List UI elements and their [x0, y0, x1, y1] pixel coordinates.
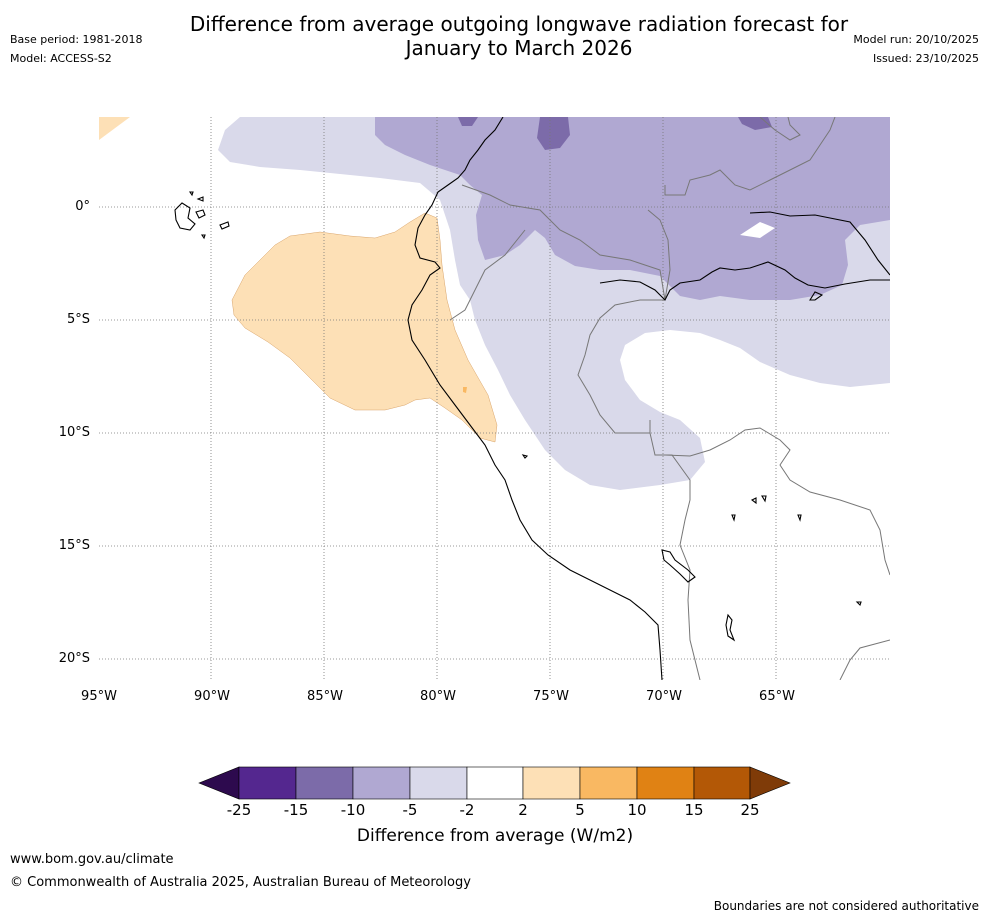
map-title: Difference from average outgoing longwav… — [150, 12, 888, 60]
title-line-2: January to March 2026 — [405, 36, 633, 60]
colorbar-label: -15 — [283, 801, 309, 819]
anomaly-patch-dark-purple — [458, 117, 478, 126]
colorbar — [198, 766, 791, 800]
anomaly-region-light-orange — [99, 117, 130, 140]
title-line-1: Difference from average outgoing longwav… — [189, 12, 849, 36]
anomaly-hole — [740, 222, 775, 238]
colorbar-segment — [238, 766, 297, 800]
coastline — [174, 117, 890, 680]
colorbar-segment — [522, 766, 581, 800]
lon-tick-label: 90°W — [194, 689, 230, 704]
colorbar-label: 5 — [575, 801, 585, 819]
lon-tick-label: 75°W — [533, 689, 569, 704]
colorbar-label: -5 — [402, 801, 418, 819]
colorbar-label: -10 — [340, 801, 366, 819]
lat-tick-label: 0° — [75, 199, 90, 214]
colorbar-label: 2 — [518, 801, 528, 819]
anomaly-patch-dark-purple — [537, 117, 570, 150]
colorbar-segment — [636, 766, 695, 800]
anomaly-region-medium-purple — [375, 117, 890, 300]
colorbar-segment — [409, 766, 468, 800]
lon-tick-label: 80°W — [420, 689, 456, 704]
lon-tick-label: 85°W — [307, 689, 343, 704]
country-borders — [449, 117, 890, 680]
colorbar-label: -25 — [226, 801, 252, 819]
footer-copyright: © Commonwealth of Australia 2025, Austra… — [10, 875, 471, 890]
colorbar-extend-low — [198, 766, 240, 800]
anomaly-spot-orange — [463, 387, 467, 393]
lon-tick-label: 70°W — [646, 689, 682, 704]
model-run-date: Model run: 20/10/2025 — [853, 33, 979, 46]
colorbar-segment — [466, 766, 524, 800]
colorbar-title: Difference from average (W/m2) — [356, 826, 634, 846]
colorbar-extend-high — [749, 766, 791, 800]
lat-tick-label: 20°S — [58, 651, 90, 666]
colorbar-label: 25 — [740, 801, 760, 819]
lat-tick-label: 5°S — [66, 312, 90, 327]
anomaly-region-light-orange — [231, 212, 498, 443]
lon-tick-label: 95°W — [81, 689, 117, 704]
colorbar-label: 10 — [627, 801, 647, 819]
colorbar-segment — [693, 766, 751, 800]
colorbar-label: -2 — [459, 801, 475, 819]
colorbar-segment — [352, 766, 411, 800]
lon-tick-label: 65°W — [759, 689, 795, 704]
colorbar-segment — [295, 766, 354, 800]
base-period: Base period: 1981-2018 — [10, 33, 143, 46]
lat-tick-label: 10°S — [58, 425, 90, 440]
gridlines — [99, 117, 890, 680]
issued-date: Issued: 23/10/2025 — [872, 52, 979, 65]
colorbar-label: 15 — [684, 801, 704, 819]
colorbar-segment — [579, 766, 638, 800]
lat-tick-label: 15°S — [58, 538, 90, 553]
footer-url[interactable]: www.bom.gov.au/climate — [10, 852, 174, 867]
footer-boundaries-note: Boundaries are not considered authoritat… — [713, 899, 979, 913]
model-name: Model: ACCESS-S2 — [10, 52, 112, 65]
